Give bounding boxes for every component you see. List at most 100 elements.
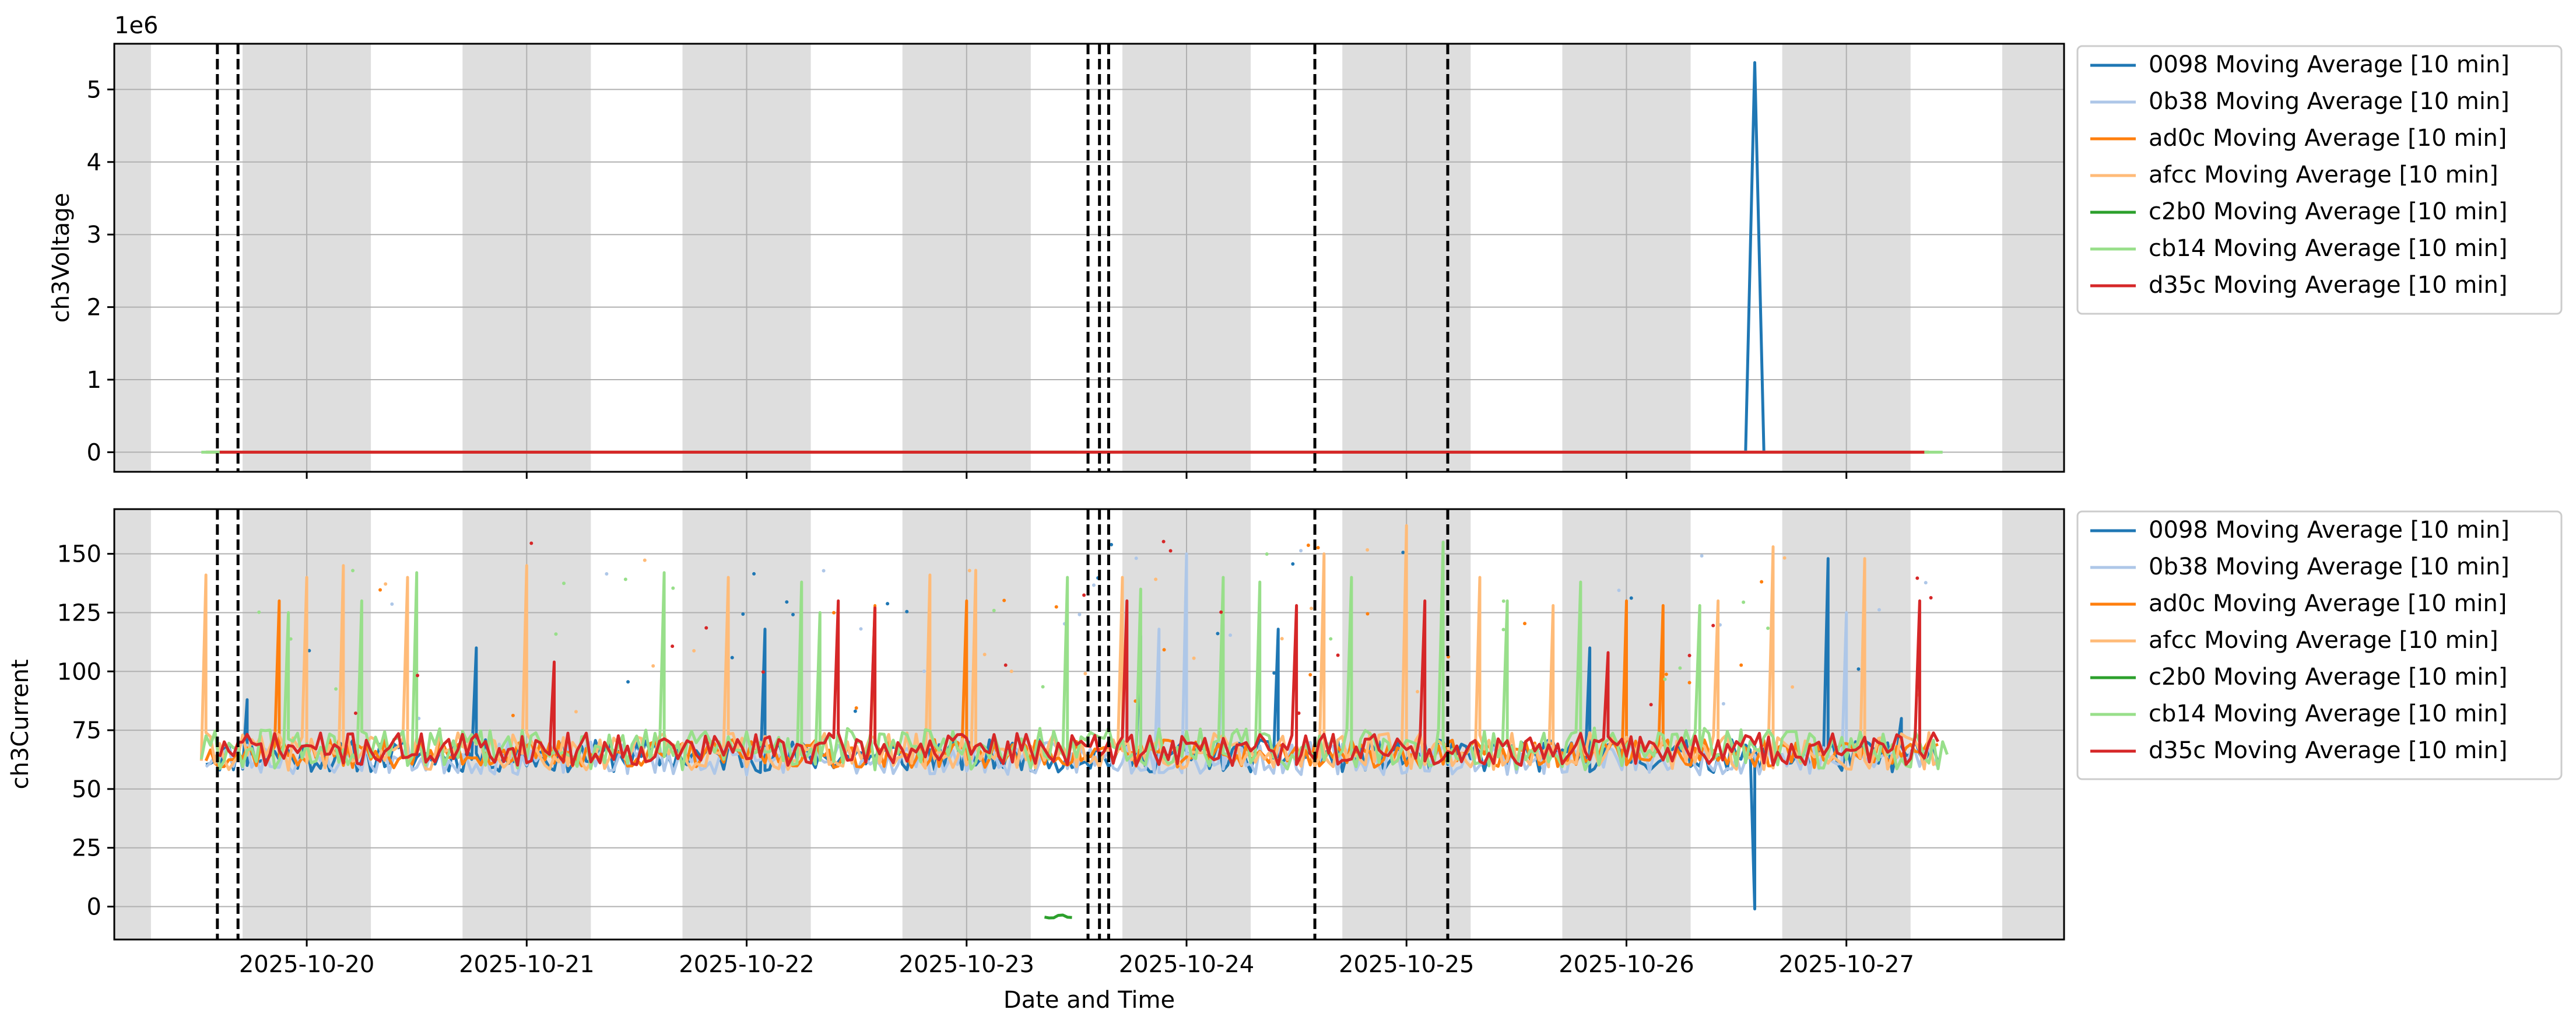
series-dot xyxy=(730,656,734,660)
y-tick-label: 3 xyxy=(87,222,101,248)
series-dot xyxy=(1280,637,1284,641)
series-dot xyxy=(1924,581,1928,585)
series-dot xyxy=(626,680,630,684)
series-dot xyxy=(1617,588,1621,593)
series-dot xyxy=(1329,637,1333,641)
series-dot xyxy=(351,569,355,573)
axes-frame xyxy=(113,508,2065,941)
series-dot xyxy=(1739,663,1743,667)
series-dot xyxy=(562,581,566,586)
series-dot xyxy=(671,586,675,590)
legend-box xyxy=(2076,510,2563,780)
series-dot xyxy=(1649,703,1653,707)
series-dot xyxy=(1216,632,1220,636)
y-tick-label: 5 xyxy=(87,76,101,103)
legend-label: ad0c Moving Average [10 min] xyxy=(2149,125,2507,152)
series-dot xyxy=(1915,576,1919,580)
series-dot xyxy=(982,653,987,657)
current-subplot: 0 25 50 75 100 125 150 ch3Current 2025-10-20 2025… xyxy=(7,508,2563,978)
series-dot xyxy=(1401,551,1405,555)
series-dot xyxy=(554,632,558,636)
series-dot xyxy=(922,670,926,674)
series-dot xyxy=(905,609,909,614)
x-tick-label: 2025-10-22 xyxy=(679,951,814,978)
series-dot xyxy=(1678,666,1682,670)
series-dot xyxy=(791,612,795,616)
series-dot xyxy=(761,670,765,674)
series-dot xyxy=(785,600,789,604)
series-dot xyxy=(643,558,647,562)
series-dot xyxy=(353,711,357,715)
x-tick-label: 2025-10-21 xyxy=(459,951,594,978)
axes-frame xyxy=(113,43,2065,473)
series-line-cb14 xyxy=(199,541,1949,772)
series-dot xyxy=(257,610,261,614)
legend-label: 0098 Moving Average [10 min] xyxy=(2149,51,2510,78)
series-dot xyxy=(1154,577,1158,581)
series-dot xyxy=(390,602,394,606)
series-dot xyxy=(334,687,338,691)
y-axis-label: ch3Current xyxy=(7,659,34,789)
legend-label: c2b0 Moving Average [10 min] xyxy=(2149,664,2507,690)
series-dot xyxy=(1003,663,1008,667)
series-line-c2b0 xyxy=(1044,913,1072,920)
series-dot xyxy=(853,709,857,713)
series-dot xyxy=(1687,654,1691,658)
series-dot xyxy=(307,649,311,653)
series-dot xyxy=(1009,670,1013,674)
legend-label: ad0c Moving Average [10 min] xyxy=(2149,590,2507,617)
series-dot xyxy=(605,572,609,576)
legend-label: d35c Moving Average [10 min] xyxy=(2149,737,2507,764)
y-axis-label: ch3Voltage xyxy=(48,193,75,323)
series-dot xyxy=(1162,648,1166,652)
series-dot xyxy=(1336,653,1340,657)
series-dot xyxy=(1782,556,1787,560)
series-dot xyxy=(1856,667,1861,671)
series-dot xyxy=(859,627,863,631)
series-dot xyxy=(1877,608,1881,612)
legend-label: 0b38 Moving Average [10 min] xyxy=(2149,88,2510,115)
series-dot xyxy=(1265,552,1269,556)
series-dot xyxy=(1299,549,1303,553)
night-band xyxy=(114,44,151,472)
legend-label: 0b38 Moving Average [10 min] xyxy=(2149,553,2510,580)
series-dot xyxy=(1229,633,1233,637)
series-line-d35c xyxy=(218,599,1940,767)
series-dot xyxy=(378,588,382,592)
x-axis-label: Date and Time xyxy=(1003,987,1175,1014)
series-dot xyxy=(1711,623,1715,628)
series-dot xyxy=(1501,628,1505,632)
series-dot xyxy=(822,569,826,573)
series-dot xyxy=(1309,607,1313,611)
series-dot xyxy=(1316,546,1320,550)
series-dot xyxy=(1687,681,1691,685)
series-dot xyxy=(832,611,836,615)
legend-label: afcc Moving Average [10 min] xyxy=(2149,162,2498,188)
series-dot xyxy=(1078,612,1082,616)
series-dot xyxy=(1092,583,1096,587)
series-dot xyxy=(1054,605,1058,609)
series-dot xyxy=(384,582,388,586)
plot-area xyxy=(114,509,2064,940)
voltage-subplot: 0 1 2 3 4 5 ch3Voltage 1e6 0098 Moving Average [… xyxy=(48,12,2563,479)
series-dot xyxy=(1192,656,1196,660)
series-dot xyxy=(1721,702,1725,706)
y-offset-label: 1e6 xyxy=(114,12,159,39)
series-dot xyxy=(992,608,996,612)
y-tick-label: 75 xyxy=(72,717,101,744)
night-band xyxy=(2002,509,2064,940)
series-dot xyxy=(1002,598,1006,602)
y-tick-label: 2 xyxy=(87,295,101,321)
series-dot xyxy=(1366,548,1370,552)
y-tick-label: 0 xyxy=(87,894,101,921)
y-tick-label: 150 xyxy=(57,541,101,568)
series-dot xyxy=(1219,610,1223,614)
y-tick-label: 1 xyxy=(87,367,101,394)
series-dot xyxy=(1700,554,1704,558)
series-dot xyxy=(1523,622,1527,626)
legend-label: afcc Moving Average [10 min] xyxy=(2149,627,2498,654)
series-dot xyxy=(886,602,890,606)
legend-label: 0098 Moving Average [10 min] xyxy=(2149,517,2510,544)
